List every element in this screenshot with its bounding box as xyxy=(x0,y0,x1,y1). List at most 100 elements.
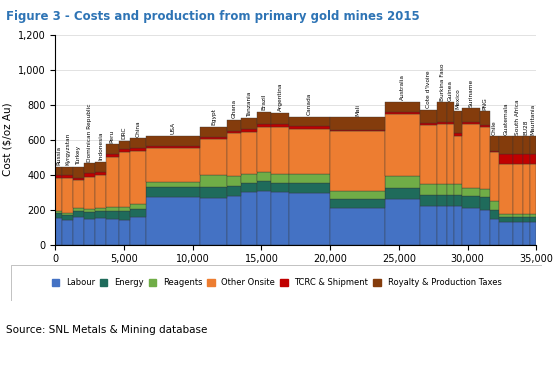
FancyBboxPatch shape xyxy=(11,265,542,301)
Bar xyxy=(289,183,330,193)
Bar xyxy=(95,175,106,208)
Bar xyxy=(454,184,462,195)
Bar xyxy=(447,102,454,123)
Bar xyxy=(462,208,480,245)
Bar xyxy=(330,208,385,245)
Bar xyxy=(95,218,106,245)
Bar xyxy=(227,131,241,133)
Bar xyxy=(530,217,536,222)
Bar xyxy=(146,187,200,197)
Text: Chile: Chile xyxy=(492,120,497,135)
Bar xyxy=(489,219,499,245)
Text: Ghana: Ghana xyxy=(232,99,237,118)
Bar xyxy=(118,211,129,219)
Bar xyxy=(55,166,62,175)
Bar xyxy=(241,129,257,132)
Bar xyxy=(118,149,129,152)
Bar xyxy=(200,175,227,187)
Bar xyxy=(146,136,200,146)
Bar xyxy=(118,152,129,207)
Bar xyxy=(129,204,146,209)
Text: Burkina Faso: Burkina Faso xyxy=(440,64,445,101)
Bar xyxy=(84,173,95,177)
Bar xyxy=(523,164,530,214)
Bar xyxy=(62,178,73,213)
Bar xyxy=(489,152,499,201)
Bar xyxy=(73,211,84,218)
Bar xyxy=(62,220,73,245)
Bar xyxy=(200,198,227,245)
Bar xyxy=(523,222,530,245)
Bar xyxy=(523,217,530,222)
Bar xyxy=(200,137,227,139)
Bar xyxy=(523,136,530,154)
Bar xyxy=(489,137,499,151)
Bar xyxy=(513,214,523,217)
Bar xyxy=(257,191,271,245)
Text: South Africa: South Africa xyxy=(515,99,520,135)
Text: Argentina: Argentina xyxy=(278,82,283,111)
Bar xyxy=(513,217,523,222)
Text: China: China xyxy=(135,120,140,137)
Text: PNG: PNG xyxy=(482,97,487,110)
Bar xyxy=(95,208,106,211)
Bar xyxy=(257,172,271,181)
Bar xyxy=(462,196,480,208)
Bar xyxy=(447,124,454,184)
Bar xyxy=(55,175,62,178)
Bar xyxy=(530,154,536,164)
Text: Russia: Russia xyxy=(56,146,61,165)
Text: Kyrgyzstan: Kyrgyzstan xyxy=(65,133,70,165)
Bar xyxy=(420,125,437,184)
Bar xyxy=(227,120,241,131)
Bar xyxy=(55,214,62,218)
Bar xyxy=(271,182,289,192)
Bar xyxy=(437,184,447,195)
Bar xyxy=(530,214,536,217)
Bar xyxy=(447,207,454,245)
Text: Turkey: Turkey xyxy=(76,146,81,165)
Bar xyxy=(62,213,73,215)
Bar xyxy=(95,211,106,218)
Bar xyxy=(480,197,489,210)
Bar xyxy=(200,139,227,175)
Bar xyxy=(330,199,385,208)
Bar xyxy=(118,207,129,211)
Bar xyxy=(480,125,489,127)
Text: Brazil: Brazil xyxy=(262,94,267,110)
Text: Cote d'Ivoire: Cote d'Ivoire xyxy=(426,71,431,108)
Bar xyxy=(146,148,200,182)
Bar xyxy=(489,201,499,210)
Bar xyxy=(289,129,330,174)
Text: Tanzania: Tanzania xyxy=(247,92,252,117)
Bar xyxy=(530,136,536,154)
Bar xyxy=(480,210,489,245)
Text: Australia: Australia xyxy=(400,74,405,100)
Bar xyxy=(73,180,84,208)
Bar xyxy=(84,219,95,245)
Bar xyxy=(447,123,454,124)
Bar xyxy=(385,114,420,176)
Bar xyxy=(489,210,499,219)
Bar xyxy=(129,138,146,148)
Bar xyxy=(73,218,84,245)
Text: Mexico: Mexico xyxy=(456,89,461,110)
Bar xyxy=(271,124,289,127)
Bar xyxy=(84,212,95,219)
Bar xyxy=(84,177,95,209)
Bar xyxy=(462,122,480,123)
Bar xyxy=(146,182,200,187)
Bar xyxy=(523,214,530,217)
Bar xyxy=(513,164,523,214)
Bar xyxy=(462,188,480,196)
Bar xyxy=(499,164,513,214)
Bar xyxy=(62,215,73,220)
Bar xyxy=(62,175,73,178)
Bar xyxy=(523,154,530,164)
Bar xyxy=(437,207,447,245)
Bar xyxy=(55,178,62,211)
Bar xyxy=(62,167,73,175)
Bar xyxy=(499,136,513,154)
Text: Guatemala: Guatemala xyxy=(504,102,509,135)
Bar xyxy=(437,102,447,123)
